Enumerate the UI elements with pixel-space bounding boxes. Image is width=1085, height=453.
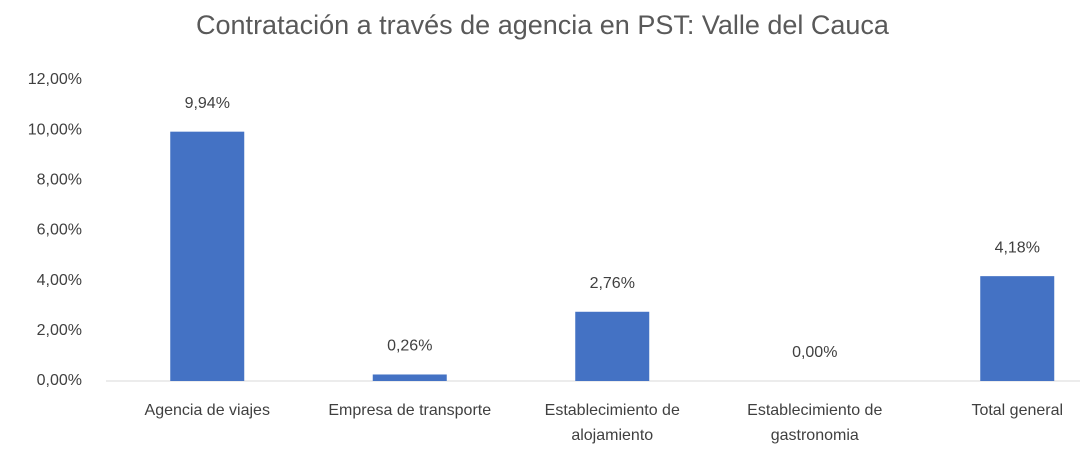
data-label: 4,18%: [995, 239, 1040, 256]
x-tick-label: Establecimiento de gastronomia: [747, 402, 883, 444]
y-tick-label: 10,00%: [28, 121, 82, 138]
y-tick-label: 8,00%: [37, 172, 82, 189]
bar: [575, 311, 650, 381]
y-tick-label: 0,00%: [37, 372, 82, 389]
x-tick-label: Total general: [971, 402, 1064, 419]
data-label: 9,94%: [185, 95, 230, 112]
bar: [170, 131, 245, 381]
data-label: 0,26%: [387, 338, 432, 355]
y-tick-label: 2,00%: [37, 322, 82, 339]
chart-title: Contratación a través de agencia en PST:…: [196, 10, 889, 40]
data-label: 2,76%: [590, 275, 635, 292]
y-tick-label: 6,00%: [37, 222, 82, 239]
y-tick-label: 4,00%: [37, 272, 82, 289]
y-tick-label: 12,00%: [28, 71, 82, 88]
x-tick-label: Establecimiento de alojamiento: [544, 402, 680, 444]
x-tick-label: Empresa de transporte: [328, 402, 492, 419]
bar: [980, 276, 1055, 381]
x-tick-label: Agencia de viajes: [144, 402, 270, 419]
bar: [372, 374, 447, 381]
data-label: 0,00%: [792, 344, 837, 361]
